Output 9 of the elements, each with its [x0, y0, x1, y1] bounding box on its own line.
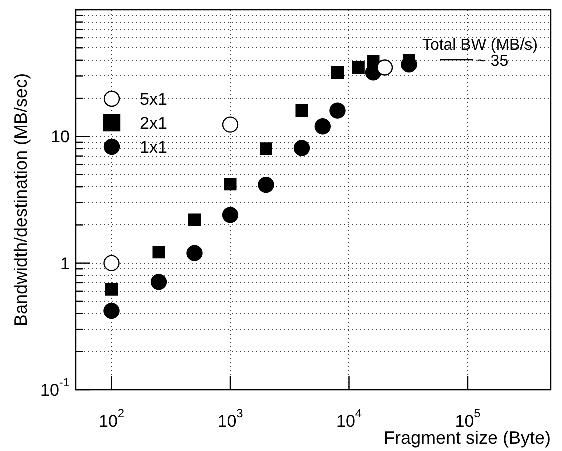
y-tick-label: 10	[51, 128, 70, 147]
annotation: ~ 35	[477, 53, 509, 70]
x-axis-title: Fragment size (Byte)	[384, 428, 551, 448]
legend-label: 5x1	[140, 90, 168, 109]
annotation: Total BW (MB/s)	[422, 37, 538, 54]
legend-label: 2x1	[140, 114, 168, 133]
legend-label: 1x1	[140, 138, 168, 157]
y-tick-label: 1	[60, 254, 70, 274]
y-axis-title: Bandwidth/destination (MB/sec)	[11, 73, 31, 327]
